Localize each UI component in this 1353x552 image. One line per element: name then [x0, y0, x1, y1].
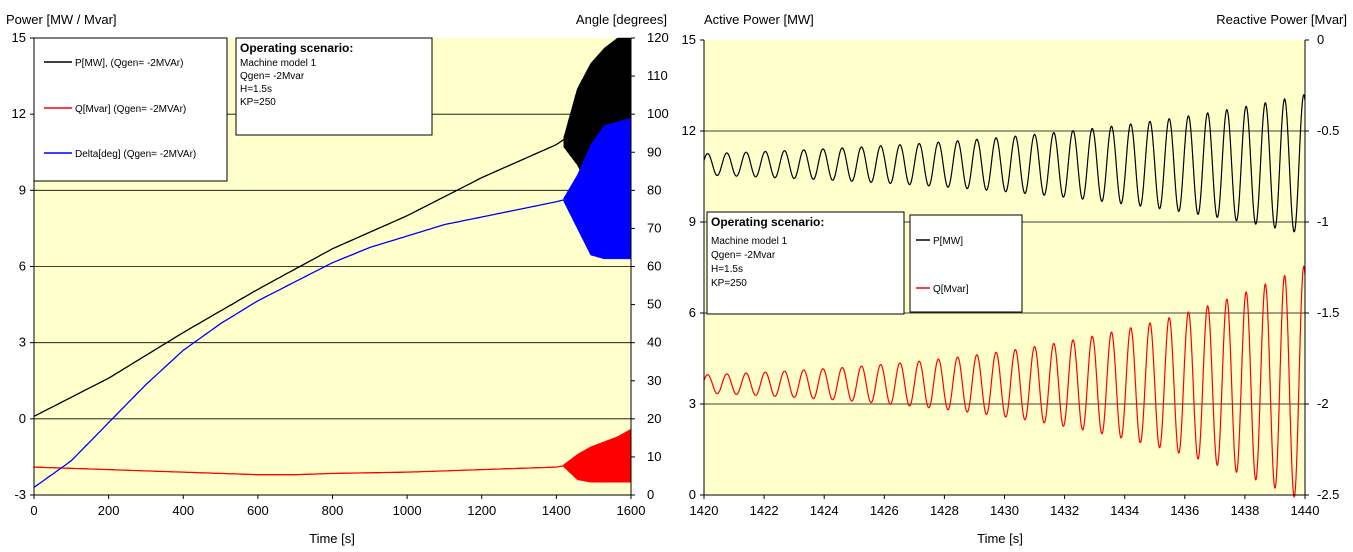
right-y2-tick-label: -0.5 — [1317, 123, 1339, 138]
left-y-tick-label: 9 — [19, 182, 26, 197]
right-x-tick-label: 1432 — [1050, 503, 1079, 518]
left-annotation-line: KP=250 — [240, 97, 276, 108]
left-annotation: Operating scenario: Machine model 1 Qgen… — [235, 37, 433, 136]
right-annotation: Operating scenario: Machine model 1 Qgen… — [706, 211, 905, 315]
left-y2-tick-label: 40 — [647, 335, 661, 350]
left-series-q-line — [33, 465, 564, 476]
right-annotation-line: KP=250 — [711, 278, 747, 289]
left-legend-label-p: P[MW], (Qgen= -2MVAr) — [75, 58, 183, 69]
right-x-tick-label: 1428 — [930, 503, 959, 518]
right-x-tick-label: 1430 — [990, 503, 1019, 518]
right-legend-label-p: P[MW] — [933, 236, 963, 247]
right-x-tick-label: 1436 — [1170, 503, 1199, 518]
right-x-tick-label: 1434 — [1110, 503, 1139, 518]
right-y2-tick-label: -2.5 — [1317, 487, 1339, 502]
left-y2-tick-label: 20 — [647, 411, 661, 426]
left-x-tick-label: 1400 — [542, 503, 571, 518]
left-y-tick-label: -3 — [14, 487, 26, 502]
left-y-tick-label: 6 — [19, 259, 26, 274]
right-x-tick-label: 1438 — [1230, 503, 1259, 518]
left-y2-axis-title: Angle [degrees] — [576, 12, 667, 27]
left-y2-tick-label: 80 — [647, 182, 661, 197]
right-series-p-line — [703, 94, 1306, 233]
right-y2-tick-label: -2 — [1317, 396, 1329, 411]
right-x-tick-label: 1424 — [810, 503, 839, 518]
right-y2-tick-label: 0 — [1317, 32, 1324, 47]
left-y2-tick-label: 10 — [647, 449, 661, 464]
right-y2-tick-label: -1.5 — [1317, 305, 1339, 320]
left-x-tick-label: 1600 — [617, 503, 646, 518]
left-x-axis-title: Time [s] — [309, 531, 355, 546]
left-x-tick-label: 400 — [172, 503, 194, 518]
left-x-tick-label: 200 — [98, 503, 120, 518]
right-y-tick-label: 12 — [682, 123, 696, 138]
right-x-tick-label: 1426 — [870, 503, 899, 518]
left-legend: P[MW], (Qgen= -2MVAr) Q[Mvar] (Qgen= -2M… — [33, 37, 228, 182]
right-y-tick-label: 3 — [689, 396, 696, 411]
left-y2-tick-label: 0 — [647, 487, 654, 502]
left-y-axis-title: Power [MW / Mvar] — [6, 12, 117, 27]
right-annotation-title: Operating scenario: — [711, 215, 824, 229]
left-y2-tick-label: 60 — [647, 259, 661, 274]
left-gridlines — [34, 113, 631, 420]
left-x-tick-label: 0 — [30, 503, 37, 518]
left-y-tick-label: 12 — [12, 106, 26, 121]
left-series-delta-line — [33, 199, 564, 488]
right-series — [703, 94, 1306, 498]
right-annotation-line: H=1.5s — [711, 264, 743, 275]
right-annotation-box — [706, 211, 905, 315]
left-y-tick-label: 3 — [19, 335, 26, 350]
right-y-tick-label: 0 — [689, 487, 696, 502]
left-x-tick-label: 1200 — [467, 503, 496, 518]
right-x-axis-title: Time [s] — [977, 531, 1023, 546]
right-x-tick-label: 1420 — [690, 503, 719, 518]
left-y2-tick-label: 90 — [647, 144, 661, 159]
right-y-tick-label: 15 — [682, 32, 696, 47]
left-y2-tick-label: 50 — [647, 297, 661, 312]
left-y2-tick-label: 120 — [647, 30, 669, 45]
left-x-tick-label: 800 — [322, 503, 344, 518]
right-legend-label-q: Q[Mvar] — [933, 284, 969, 295]
right-y2-tick-label: -1 — [1317, 214, 1329, 229]
right-legend: P[MW] Q[Mvar] — [909, 214, 1023, 313]
left-y2-tick-label: 100 — [647, 106, 669, 121]
right-y-tick-label: 6 — [689, 305, 696, 320]
right-series-q-line — [703, 265, 1306, 498]
left-y2-tick-label: 110 — [647, 68, 668, 83]
right-annotation-line: Qgen= -2Mvar — [711, 250, 776, 261]
left-annotation-title: Operating scenario: — [240, 41, 353, 55]
left-y-tick-label: 15 — [12, 30, 26, 45]
left-y2-tick-label: 70 — [647, 220, 661, 235]
right-legend-box — [909, 214, 1023, 313]
left-y2-tick-label: 30 — [647, 373, 661, 388]
right-x-tick-label: 1440 — [1291, 503, 1320, 518]
right-x-tick-label: 1422 — [750, 503, 779, 518]
left-annotation-line: H=1.5s — [240, 84, 272, 95]
left-legend-label-q: Q[Mvar] (Qgen= -2MVAr) — [75, 104, 186, 115]
left-x-tick-label: 1000 — [393, 503, 422, 518]
right-annotation-line: Machine model 1 — [711, 236, 788, 247]
left-legend-label-delta: Delta[deg] (Qgen= -2MVAr) — [75, 149, 196, 160]
right-y2-axis-title: Reactive Power [Mvar] — [1216, 12, 1347, 27]
left-annotation-line: Machine model 1 — [240, 58, 317, 69]
left-series — [33, 37, 632, 488]
left-series-p-line — [33, 139, 565, 417]
right-y-tick-label: 9 — [689, 214, 696, 229]
left-annotation-box — [235, 37, 433, 136]
left-x-tick-label: 600 — [247, 503, 269, 518]
left-annotation-line: Qgen= -2Mvar — [240, 71, 305, 82]
left-y-tick-label: 0 — [19, 411, 26, 426]
right-y-axis-title: Active Power [MW] — [704, 12, 814, 27]
